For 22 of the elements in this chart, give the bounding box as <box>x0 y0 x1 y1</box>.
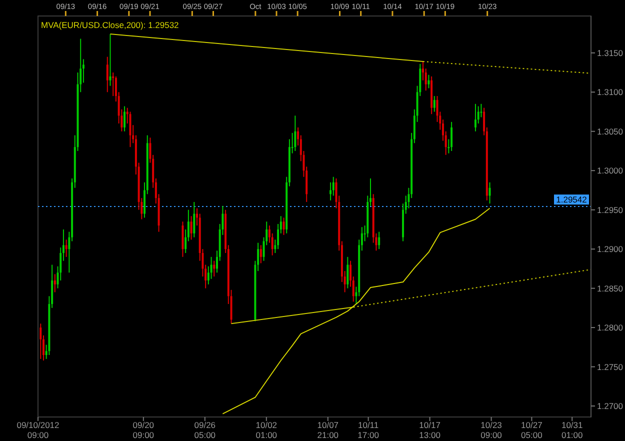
x-tick-label: 09/20 09:00 <box>132 420 154 440</box>
x-tick-label: 10/17 13:00 <box>419 420 441 440</box>
y-tick-label: 1.3000 <box>597 166 624 176</box>
x-tick-label: 09/26 05:00 <box>194 420 216 440</box>
y-tick-label: 1.2900 <box>597 244 624 254</box>
y-tick-label: 1.3100 <box>597 87 624 98</box>
y-tick-label: 1.3050 <box>597 126 624 136</box>
x-tick-label: 10/31 01:00 <box>561 420 584 440</box>
y-tick-label: 1.3150 <box>597 48 624 58</box>
x-tick-label: 10/27 05:00 <box>521 420 543 440</box>
x-tick-label: 10/23 09:00 <box>480 420 502 440</box>
x-tick-label: 10/07 21:00 <box>317 420 339 440</box>
y-tick-label: 1.2950 <box>597 204 624 215</box>
text: MVA(EUR/USD.Close,200): 1.29532 <box>41 20 180 30</box>
x-tick-label: 09/10/2012 09:00 <box>16 420 60 440</box>
y-tick-label: 1.2750 <box>597 362 624 372</box>
x-tick-label: 10/11 17:00 <box>358 420 380 440</box>
y-tick-label: 1.2850 <box>597 283 624 294</box>
ref-line-label: 1.29542 <box>556 194 588 205</box>
y-tick-label: 1.2700 <box>597 401 624 412</box>
x-tick-label: 10/02 01:00 <box>256 420 278 440</box>
y-tick-label: 1.2800 <box>597 322 624 333</box>
